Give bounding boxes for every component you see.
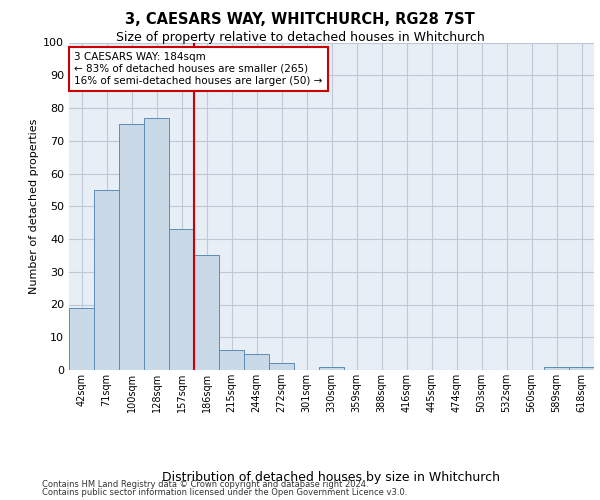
Text: Size of property relative to detached houses in Whitchurch: Size of property relative to detached ho… — [116, 31, 484, 44]
Bar — [144, 118, 169, 370]
Text: 3, CAESARS WAY, WHITCHURCH, RG28 7ST: 3, CAESARS WAY, WHITCHURCH, RG28 7ST — [125, 12, 475, 28]
X-axis label: Distribution of detached houses by size in Whitchurch: Distribution of detached houses by size … — [163, 470, 500, 484]
Bar — [119, 124, 144, 370]
Bar — [569, 366, 594, 370]
Bar — [244, 354, 269, 370]
Bar — [69, 308, 94, 370]
Text: 3 CAESARS WAY: 184sqm
← 83% of detached houses are smaller (265)
16% of semi-det: 3 CAESARS WAY: 184sqm ← 83% of detached … — [74, 52, 322, 86]
Y-axis label: Number of detached properties: Number of detached properties — [29, 118, 39, 294]
Bar — [544, 366, 569, 370]
Text: Contains HM Land Registry data © Crown copyright and database right 2024.: Contains HM Land Registry data © Crown c… — [42, 480, 368, 489]
Text: Contains public sector information licensed under the Open Government Licence v3: Contains public sector information licen… — [42, 488, 407, 497]
Bar — [169, 229, 194, 370]
Bar — [94, 190, 119, 370]
Bar — [219, 350, 244, 370]
Bar — [194, 256, 219, 370]
Bar — [319, 366, 344, 370]
Bar — [269, 364, 294, 370]
